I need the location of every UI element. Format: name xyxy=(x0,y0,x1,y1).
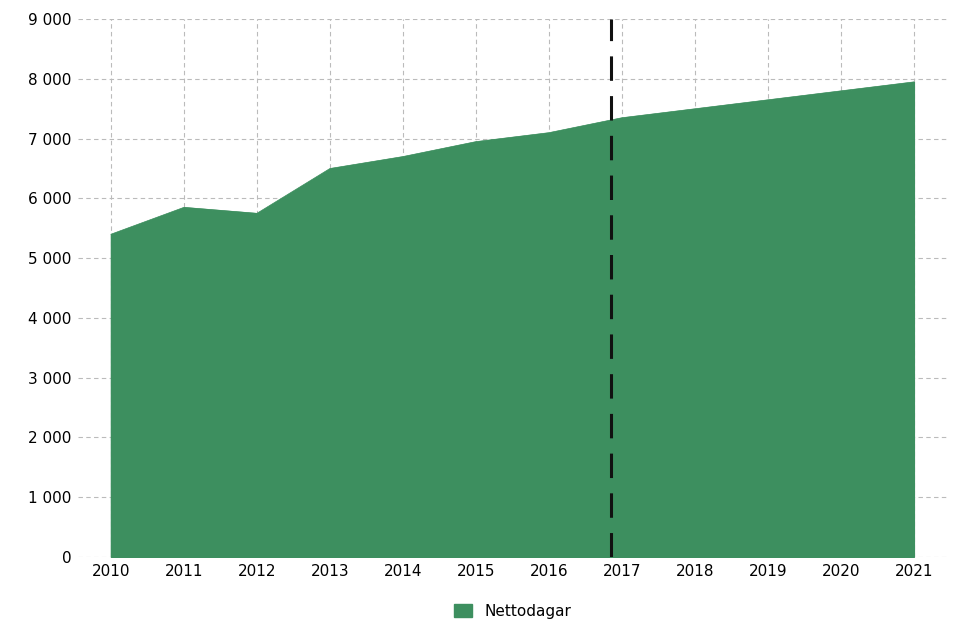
Legend: Nettodagar: Nettodagar xyxy=(454,604,571,619)
